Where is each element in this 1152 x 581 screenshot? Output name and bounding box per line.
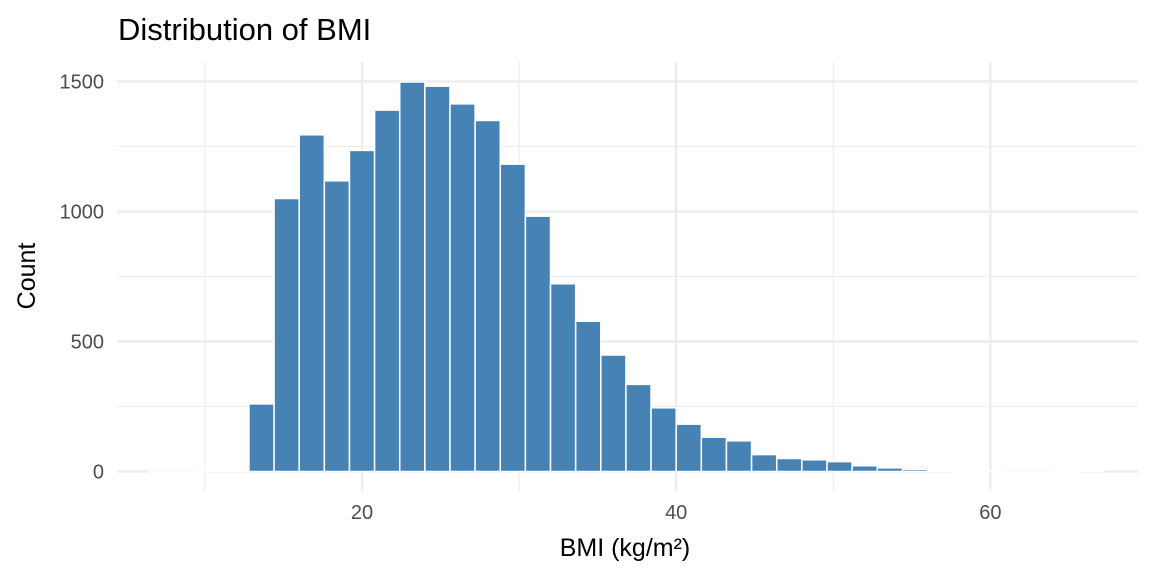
histogram-bar [700,436,728,473]
histogram-bar [373,109,401,473]
x-tick-label: 60 [979,502,1001,524]
histogram-bar [524,215,552,473]
y-tick-label: 0 [93,462,104,484]
histogram-bar [424,85,451,473]
histogram-bar [1077,470,1105,473]
histogram-bar [348,149,376,473]
histogram-bar [449,103,476,473]
x-tick-label: 40 [665,502,687,524]
histogram-bar [474,119,502,473]
histogram-bar [549,283,577,473]
x-axis-ticks: 20 40 60 [351,502,1002,524]
histogram-bar [901,468,929,473]
histogram-bar [977,470,1004,473]
histogram-bar [876,467,904,473]
histogram-bar [273,197,300,473]
histogram-bar [600,354,627,473]
histogram-bar [675,423,703,473]
x-tick-label: 20 [351,502,373,524]
y-tick-label: 1500 [60,72,105,94]
histogram-bar [223,469,250,473]
y-tick-label: 1000 [60,202,105,224]
histogram-bar [926,470,954,473]
histogram-bar [574,320,602,473]
histogram-bar [197,470,225,473]
histogram-bar [172,470,200,473]
y-axis-title: Count [13,243,41,310]
histogram-bar [398,81,426,473]
chart-title: Distribution of BMI [118,12,371,47]
y-tick-label: 500 [71,332,104,354]
histogram-bar [499,163,527,473]
histogram-bar [147,470,175,473]
histogram-bar [725,440,753,473]
histogram-bar [801,459,828,473]
histogram-bar [1002,470,1029,473]
histogram-bar [625,383,652,473]
histogram-bar [1052,470,1080,473]
histogram-bar [248,403,275,473]
histogram-bar [1027,470,1054,473]
x-axis-title: BMI (kg/m²) [560,534,691,562]
histogram-bar [750,453,778,473]
histogram-bar [851,465,879,473]
histogram-bar [650,407,677,473]
histogram-bars [147,81,1105,473]
y-axis-ticks: 0 500 1000 1500 [60,72,105,484]
histogram-bar [951,470,979,473]
histogram-bar [298,134,326,473]
histogram-bar [826,460,853,473]
histogram-bar [775,457,803,473]
histogram-bar [323,180,351,473]
